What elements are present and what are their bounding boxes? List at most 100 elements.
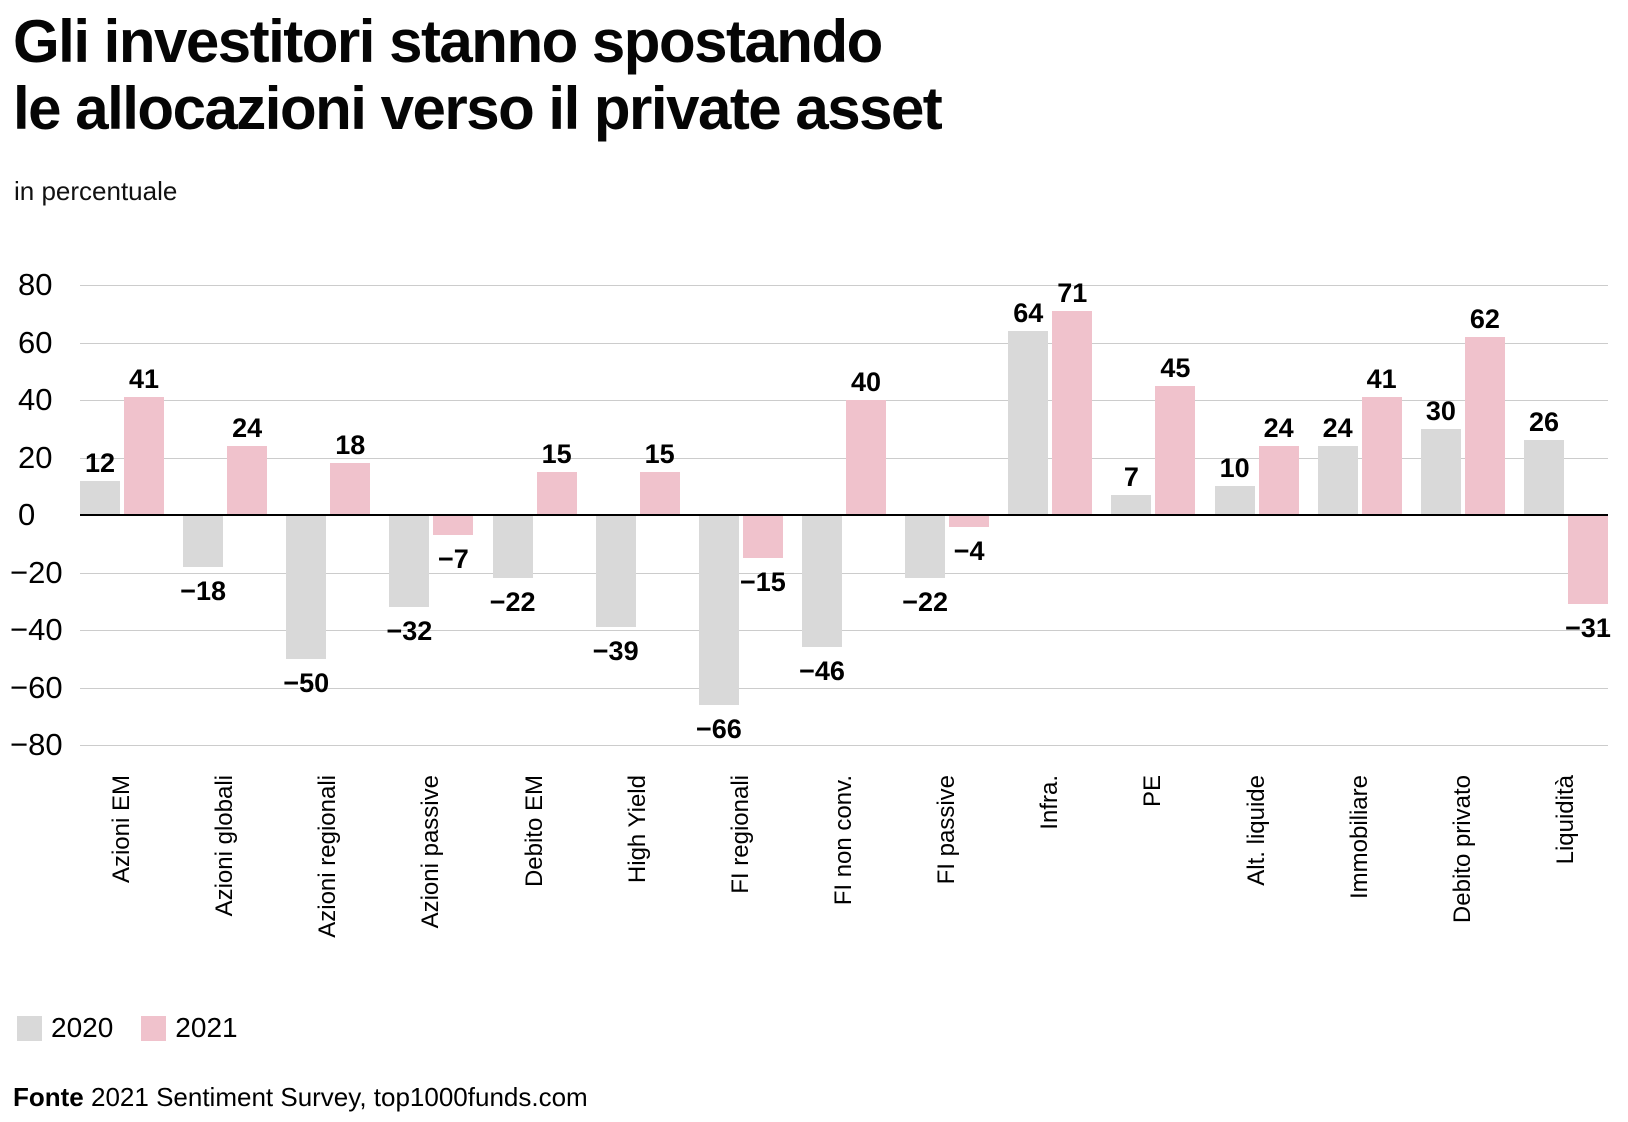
y-axis-tick-label: −60 <box>10 670 63 705</box>
bar-value-label-2020-debito-em: −22 <box>489 587 536 618</box>
gridline-60 <box>80 343 1608 344</box>
bar-value-label-2021-alt-liquide: 24 <box>1263 413 1294 443</box>
bar-2020-high-yield <box>595 515 636 628</box>
title-line-2: le allocazioni verso il private asset <box>13 75 943 142</box>
y-axis-tick-label: 0 <box>18 497 36 532</box>
bar-value-label-2021-infra: 71 <box>1057 277 1088 308</box>
bar-value-label-2021-azioni-passive: −7 <box>437 544 469 575</box>
y-axis-tick-label: 40 <box>18 382 53 417</box>
bar-2021-liquidit <box>1568 515 1608 605</box>
legend-swatch-2021 <box>141 1015 167 1041</box>
bar-value-label-2020-azioni-regionali: −50 <box>283 667 330 698</box>
bar-value-label-2021-liquidit: −31 <box>1565 613 1611 644</box>
bar-value-label-2021-azioni-regionali: 18 <box>335 430 366 461</box>
source-text: 2021 Sentiment Survey, top1000funds.com <box>91 1082 588 1112</box>
x-category-label-azioni-regionali: Azioni regionali <box>314 775 342 938</box>
bar-2021-fi-regionali <box>742 515 783 559</box>
bar-value-label-2021-immobiliare: 41 <box>1366 364 1397 395</box>
bar-value-label-2020-fi-regionali: −66 <box>695 713 742 744</box>
x-category-label-azioni-passive: Azioni passive <box>417 775 445 929</box>
y-axis-tick-label: 20 <box>18 440 53 475</box>
bar-value-label-2021-fi-non-conv: 40 <box>850 367 882 397</box>
bar-value-label-2020-fi-passive: −22 <box>902 587 948 618</box>
y-axis-tick-label: 80 <box>18 267 53 302</box>
bar-2021-fi-non-conv <box>846 400 886 515</box>
legend-item-2021: 2021 <box>141 1012 238 1044</box>
bar-value-label-2020-azioni-em: 12 <box>84 447 116 478</box>
gridline--20 <box>80 573 1608 574</box>
gridline--40 <box>80 630 1608 631</box>
bar-2021-fi-passive <box>949 515 990 527</box>
bar-2020-fi-passive <box>905 515 946 579</box>
bar-value-label-2020-azioni-globali: −18 <box>180 575 226 606</box>
x-category-label-pe: PE <box>1139 775 1167 808</box>
bar-2020-fi-non-conv <box>802 515 842 648</box>
bar-value-label-2021-debito-privato: 62 <box>1469 303 1500 334</box>
x-category-label-debito-em: Debito EM <box>520 775 548 888</box>
zero-axis-line <box>80 514 1608 516</box>
bar-2020-debito-em <box>492 515 533 579</box>
bar-2021-infra <box>1052 310 1093 515</box>
bar-2020-alt-liquide <box>1214 486 1255 516</box>
x-category-label-fi-non-conv: FI non conv. <box>830 775 857 906</box>
bar-value-label-2021-fi-regionali: −15 <box>739 567 786 598</box>
bar-2021-high-yield <box>639 471 680 515</box>
bar-2020-fi-regionali <box>698 515 739 705</box>
bar-2021-debito-privato <box>1464 336 1505 516</box>
bar-2021-pe <box>1155 385 1196 515</box>
bar-2021-debito-em <box>536 471 577 515</box>
bar-2020-azioni-passive <box>389 515 430 607</box>
bar-value-label-2020-high-yield: −39 <box>592 636 639 667</box>
bar-value-label-2021-high-yield: 15 <box>644 438 675 469</box>
bar-2021-azioni-regionali <box>330 463 371 516</box>
chart-subtitle: in percentuale <box>14 176 178 206</box>
bar-value-label-2021-pe: 45 <box>1160 352 1191 383</box>
bar-2021-azioni-em <box>124 397 164 515</box>
bar-value-label-2021-azioni-em: 41 <box>128 364 160 395</box>
bar-value-label-2020-pe: 7 <box>1123 461 1139 492</box>
title-line-1: Gli investitori stanno spostando <box>13 8 883 75</box>
bar-value-label-2020-infra: 64 <box>1013 298 1044 328</box>
bar-2020-infra <box>1008 331 1049 515</box>
bar-value-label-2020-liquidit: 26 <box>1528 407 1560 438</box>
gridline-40 <box>80 400 1608 401</box>
bar-2021-azioni-globali <box>227 446 268 515</box>
gridline--80 <box>80 745 1608 746</box>
x-category-label-azioni-em: Azioni EM <box>108 775 135 884</box>
bar-value-label-2020-azioni-passive: −32 <box>386 616 433 646</box>
gridline-80 <box>80 285 1608 286</box>
chart-legend: 2020 2021 <box>17 1012 238 1044</box>
x-category-label-liquidit: Liquidità <box>1552 775 1579 865</box>
y-axis-tick-label: 60 <box>18 325 53 360</box>
x-category-label-fi-passive: FI passive <box>933 775 961 885</box>
x-category-label-immobiliare: Immobiliare <box>1345 775 1373 900</box>
legend-swatch-2020 <box>17 1015 42 1041</box>
bar-value-label-2020-fi-non-conv: −46 <box>799 656 845 687</box>
x-category-label-debito-privato: Debito privato <box>1448 775 1476 924</box>
chart-title: Gli investitori stanno spostando le allo… <box>13 8 943 142</box>
legend-label-2020: 2020 <box>51 1012 114 1043</box>
bar-value-label-2020-debito-privato: 30 <box>1425 395 1456 426</box>
chart-source: Fonte 2021 Sentiment Survey, top1000fund… <box>13 1082 588 1113</box>
gridline--60 <box>80 688 1608 689</box>
source-label: Fonte <box>13 1082 84 1112</box>
bar-2020-pe <box>1111 494 1152 515</box>
legend-label-2021: 2021 <box>175 1012 238 1043</box>
x-category-label-fi-regionali: FI regionali <box>726 775 754 894</box>
gridline-20 <box>80 458 1608 459</box>
x-category-label-infra: Infra. <box>1036 775 1064 830</box>
x-category-label-azioni-globali: Azioni globali <box>211 775 239 917</box>
bar-2020-azioni-em <box>80 480 120 515</box>
bar-value-label-2021-fi-passive: −4 <box>953 535 985 566</box>
bar-2020-immobiliare <box>1317 446 1358 515</box>
bar-value-label-2020-immobiliare: 24 <box>1322 413 1353 443</box>
y-axis-tick-label: −20 <box>10 555 63 590</box>
bar-2021-azioni-passive <box>433 515 474 536</box>
bar-2020-azioni-regionali <box>286 515 327 659</box>
bar-2020-azioni-globali <box>183 515 224 567</box>
x-category-label-alt-liquide: Alt. liquide <box>1242 775 1270 886</box>
legend-item-2020: 2020 <box>17 1012 113 1044</box>
x-category-label-high-yield: High Yield <box>623 775 651 884</box>
